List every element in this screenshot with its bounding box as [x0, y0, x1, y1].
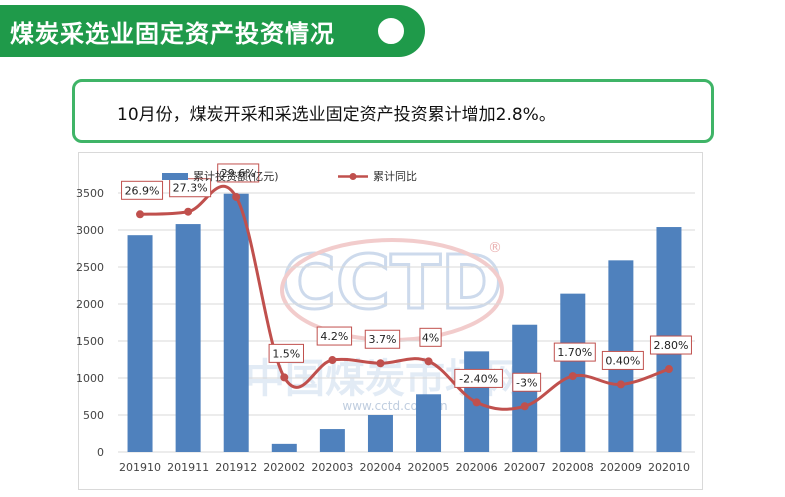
x-tick-label: 201912 [215, 461, 257, 474]
data-label-202009: 0.40% [605, 354, 640, 367]
legend-label-line: 累计同比 [373, 170, 417, 183]
point-202004 [376, 359, 385, 368]
grid-lines [118, 192, 695, 453]
bar-201912 [223, 193, 249, 453]
x-tick-label: 202010 [648, 461, 690, 474]
y-tick-label: 1000 [76, 372, 104, 385]
point-201910 [136, 210, 145, 219]
point-202005 [424, 357, 433, 366]
x-tick-label: 201911 [167, 461, 209, 474]
data-label-202007: -3% [516, 376, 537, 389]
y-tick-label: 2500 [76, 261, 104, 274]
data-label-box [553, 342, 596, 362]
point-202007 [520, 402, 529, 411]
bar-202004 [367, 415, 393, 452]
y-tick-label: 0 [97, 446, 104, 459]
summary-box: 10月份，煤炭开采和采选业固定资产投资累计增加2.8%。 [72, 79, 714, 143]
data-label-202004: 3.7% [368, 333, 396, 346]
y-axis: 0 500 1000 1500 2000 2500 3000 3500 [76, 187, 104, 459]
section-title: 煤炭采选业固定资产投资情况 [10, 20, 335, 48]
data-label-box [649, 335, 692, 355]
data-label-box [121, 180, 164, 200]
x-tick-label: 202003 [311, 461, 353, 474]
point-202002 [280, 373, 289, 382]
data-label-201912: 29.6% [221, 167, 256, 180]
data-label-box [601, 350, 644, 370]
x-tick-label: 202008 [552, 461, 594, 474]
data-label-box [364, 329, 401, 349]
bars [127, 193, 682, 453]
bar-202003 [319, 429, 345, 452]
x-tick-label: 201910 [119, 461, 161, 474]
data-label-box [268, 343, 304, 363]
point-202009 [616, 380, 625, 389]
x-axis: 201910 201911 201912 202002 202003 202004 2020… [119, 461, 690, 474]
point-202008 [568, 372, 577, 381]
point-201911 [184, 207, 193, 216]
data-label-202002: 1.5% [272, 347, 300, 360]
data-label-box [419, 327, 442, 347]
data-label-box [316, 326, 353, 346]
circle-icon [373, 13, 409, 49]
legend-label-bar: 累计投资额(亿元) [193, 169, 279, 183]
data-labels: 26.9% 27.3% 29.6% 1.5% 4.2% 3.7% 4% -2.40% -3% 1.… [121, 163, 692, 392]
y-tick-label: 1500 [76, 335, 104, 348]
data-label-202006: -2.40% [459, 372, 498, 385]
legend-marker-line [349, 173, 357, 180]
x-tick-label: 202002 [263, 461, 305, 474]
data-label-box [512, 372, 542, 392]
x-tick-label: 202005 [408, 461, 450, 474]
bar-201910 [127, 235, 153, 452]
data-label-201911: 27.3% [173, 182, 208, 195]
bar-202005 [416, 394, 442, 452]
legend: 累计投资额(亿元) 累计同比 [162, 169, 417, 183]
data-label-202010: 2.80% [653, 339, 688, 352]
y-tick-label: 3500 [76, 187, 104, 200]
x-tick-label: 202004 [359, 461, 401, 474]
y-tick-label: 500 [83, 409, 104, 422]
data-label-box [169, 178, 212, 198]
y-tick-label: 2000 [76, 298, 104, 311]
data-label-202003: 4.2% [320, 330, 348, 343]
y-tick-label: 3000 [76, 224, 104, 237]
section-banner: 煤炭采选业固定资产投资情况 [0, 5, 425, 57]
data-label-202005: 4% [422, 331, 439, 344]
data-label-box [454, 368, 503, 388]
bar-201911 [175, 224, 201, 452]
watermark-registered: ® [488, 240, 502, 256]
summary-text: 10月份，煤炭开采和采选业固定资产投资累计增加2.8%。 [117, 105, 556, 125]
legend-swatch-bar [162, 173, 188, 180]
x-tick-label: 202007 [504, 461, 546, 474]
point-201912 [232, 192, 241, 201]
point-202006 [472, 398, 481, 407]
x-tick-label: 202006 [456, 461, 498, 474]
point-202010 [664, 365, 673, 374]
line-points [136, 192, 673, 411]
point-202003 [328, 356, 337, 365]
data-label-202008: 1.70% [557, 346, 592, 359]
x-tick-label: 202009 [600, 461, 642, 474]
bar-202002 [271, 443, 297, 452]
data-label-box [217, 163, 260, 183]
data-label-201910: 26.9% [125, 184, 160, 197]
